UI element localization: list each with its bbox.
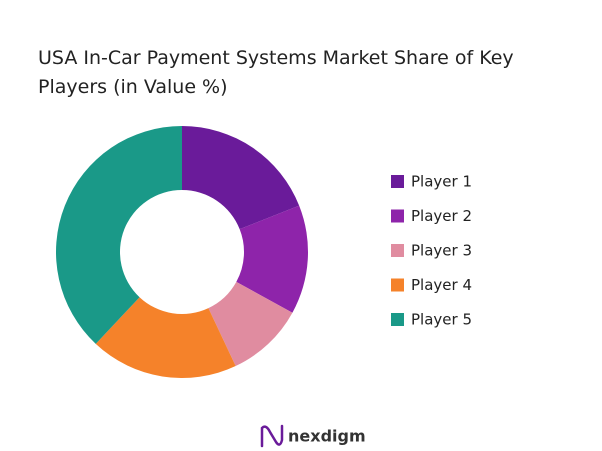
donut-slice: [56, 126, 182, 344]
donut-slice: [208, 281, 293, 367]
legend-swatch: [391, 244, 404, 257]
legend-swatch: [391, 313, 404, 326]
donut-slice: [182, 126, 300, 230]
legend-swatch: [391, 209, 404, 223]
legend-label: Player 4: [411, 276, 472, 294]
chart-title: USA In-Car Payment Systems Market Share …: [38, 47, 514, 98]
legend-label: Player 5: [411, 311, 472, 329]
legend-swatch: [391, 175, 404, 188]
legend-label: Player 2: [411, 207, 472, 225]
donut-slice: [95, 297, 236, 379]
donut-slice: [236, 205, 308, 313]
logo-mark: [260, 424, 284, 448]
logo-icon: [260, 424, 284, 448]
legend-swatch: [391, 278, 404, 292]
logo-text: nexdigm: [288, 427, 366, 446]
legend-label: Player 1: [411, 173, 472, 191]
legend-label: Player 3: [411, 242, 472, 260]
